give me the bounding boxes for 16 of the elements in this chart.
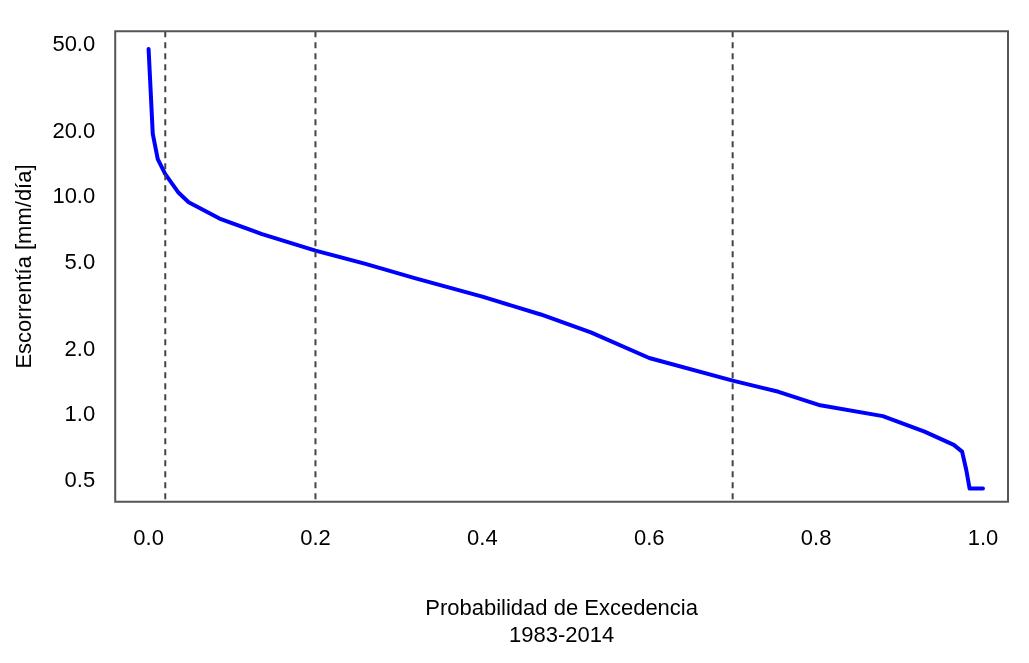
y-tick-label: 5.0 <box>64 249 96 275</box>
y-tick-label: 10.0 <box>52 183 96 209</box>
x-axis-title: Probabilidad de Excedencia <box>425 595 699 621</box>
y-tick-label: 2.0 <box>64 335 96 361</box>
x-tick-label: 0.6 <box>633 525 665 551</box>
x-tick-label: 0.4 <box>467 525 498 551</box>
y-tick-label: 0.5 <box>64 466 96 492</box>
y-tick-label: 20.0 <box>52 117 96 143</box>
y-tick-label: 1.0 <box>64 401 96 427</box>
text: 1983-2014 <box>509 621 615 647</box>
x-tick-label: 0.2 <box>300 525 331 551</box>
x-tick-label: 1.0 <box>967 525 999 551</box>
y-tick-label: 50.0 <box>52 31 96 57</box>
x-tick-label: 0.0 <box>133 525 164 551</box>
x-tick-label: 0.8 <box>800 525 832 551</box>
y-axis-title: Escorrentía [mm/día] <box>11 164 37 369</box>
